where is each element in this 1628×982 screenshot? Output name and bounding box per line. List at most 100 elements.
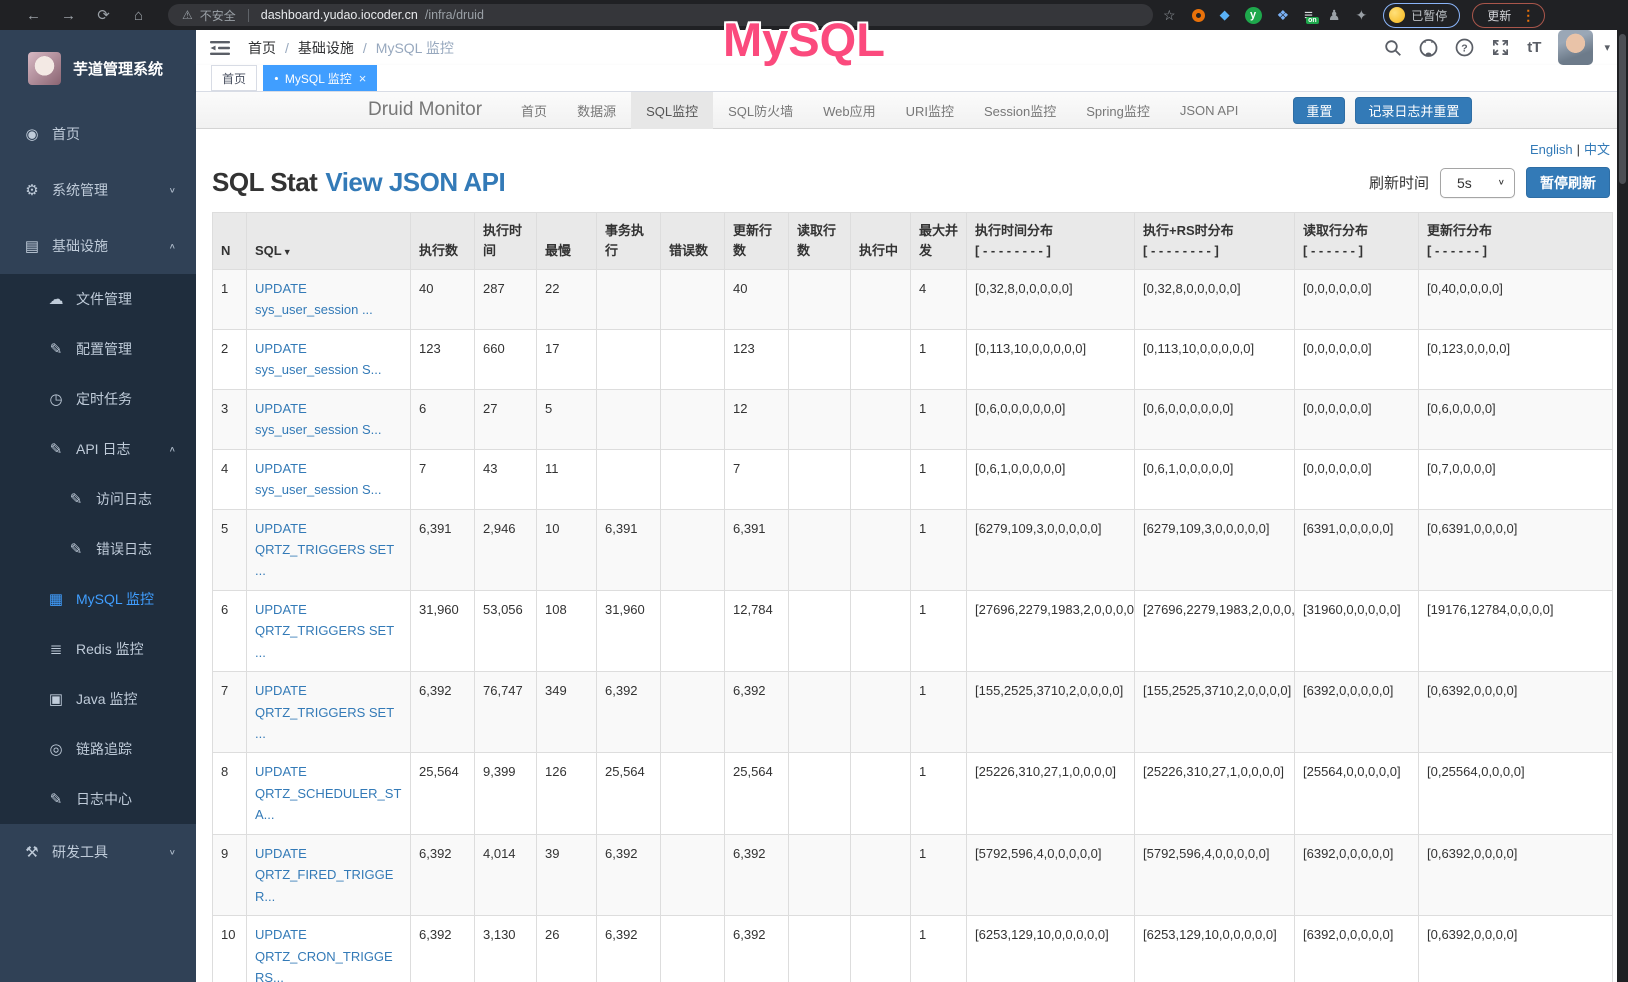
col-header-tx-exec[interactable]: 事务执行 (596, 212, 661, 270)
sidebar-item-redis[interactable]: ≣ Redis 监控 (0, 624, 196, 674)
github-icon[interactable] (1419, 38, 1438, 57)
font-size-icon[interactable]: tT (1527, 39, 1542, 56)
bookmark-star-icon[interactable]: ☆ (1163, 6, 1176, 23)
url-bar[interactable]: ⚠ 不安全 dashboard.yudao.iocoder.cn/infra/d… (168, 4, 1153, 26)
donut-extension-icon[interactable] (1191, 8, 1205, 22)
col-header-n[interactable]: N (212, 212, 247, 270)
tab-mysql-monitor[interactable]: ● MySQL 监控 × (263, 65, 378, 91)
sidebar-item-trace[interactable]: ◎ 链路追踪 (0, 724, 196, 774)
col-header-sql[interactable]: SQL▼ (246, 212, 411, 270)
sidebar-item-home[interactable]: ◉ 首页 (0, 106, 196, 162)
col-header-errors[interactable]: 错误数 (660, 212, 725, 270)
user-avatar[interactable] (1558, 30, 1594, 65)
sidebar-item-java[interactable]: ▣ Java 监控 (0, 674, 196, 724)
druid-brand[interactable]: Druid Monitor (368, 99, 483, 120)
sidebar-item-error-log[interactable]: ✎ 错误日志 (0, 524, 196, 574)
sidebar-item-config[interactable]: ✎ 配置管理 (0, 324, 196, 374)
sidebar-item-system[interactable]: ⚙ 系统管理 ∨ (0, 162, 196, 218)
druid-nav-item-datasource[interactable]: 数据源 (577, 103, 617, 119)
sidebar-item-files[interactable]: ☁ 文件管理 (0, 274, 196, 324)
sidebar-item-log-center[interactable]: ✎ 日志中心 (0, 774, 196, 824)
gray-extension-icon[interactable]: ♟ (1327, 6, 1341, 23)
table-row: 6 UPDATE QRTZ_TRIGGERS SET ... 31,960 53… (212, 589, 1613, 673)
sql-link[interactable]: UPDATE QRTZ_TRIGGERS SET ... (255, 601, 394, 660)
scrollbar-thumb[interactable] (1619, 34, 1626, 184)
sidebar-item-infra[interactable]: ▤ 基础设施 ∧ (0, 218, 196, 274)
col-header-exec-count[interactable]: 执行数 (410, 212, 475, 270)
app-logo-image (28, 51, 61, 85)
gem-extension-icon[interactable]: ◆ (1219, 7, 1230, 22)
page-header: 首页 / 基础设施 / MySQL 监控 ? tT (196, 30, 1628, 65)
view-json-api-link[interactable]: View JSON API (325, 167, 506, 197)
col-header-max-concurrent[interactable]: 最大并发 (910, 212, 967, 270)
fullscreen-icon[interactable] (1491, 38, 1510, 57)
breadcrumb-current: MySQL 监控 (375, 39, 454, 56)
sql-link[interactable]: UPDATE QRTZ_TRIGGERS SET ... (255, 520, 394, 579)
page-scrollbar[interactable] (1617, 0, 1628, 982)
log-and-reset-button[interactable]: 记录日志并重置 (1355, 96, 1473, 124)
edit-icon: ✎ (49, 341, 63, 358)
col-header-read-rows[interactable]: 读取行数 (788, 212, 851, 270)
col-header-update-rows[interactable]: 更新行数 (724, 212, 789, 270)
sql-link[interactable]: UPDATE QRTZ_CRON_TRIGGERS... (255, 927, 393, 982)
sql-link[interactable]: UPDATE sys_user_session S... (255, 340, 382, 378)
help-icon[interactable]: ? (1455, 38, 1474, 57)
sidebar-item-devtools[interactable]: ⚒ 研发工具 ∨ (0, 824, 196, 880)
druid-nav-item-spring[interactable]: Spring监控 (1086, 103, 1150, 119)
lang-english-link[interactable]: English (1529, 142, 1573, 157)
back-icon[interactable]: ← (26, 6, 41, 24)
user-menu-caret-icon[interactable]: ▾ (1604, 42, 1610, 54)
sidebar-item-access-log[interactable]: ✎ 访问日志 (0, 474, 196, 524)
sql-link[interactable]: UPDATE sys_user_session S... (255, 400, 382, 438)
col-header-running[interactable]: 执行中 (850, 212, 911, 270)
extensions-puzzle-icon[interactable]: ✦ (1355, 6, 1368, 23)
blocks-extension-icon[interactable]: ❖ (1276, 6, 1290, 23)
pause-refresh-button[interactable]: 暂停刷新 (1526, 167, 1610, 198)
collapse-sidebar-icon[interactable] (210, 39, 230, 57)
green-y-extension-icon[interactable]: y (1244, 6, 1262, 24)
browser-update-button[interactable]: 更新 ⋮ (1472, 2, 1546, 28)
refresh-interval-select[interactable]: 5s ∨ (1440, 167, 1515, 198)
browser-menu-icon[interactable]: ⋮ (1521, 6, 1536, 23)
druid-nav-item-wall[interactable]: SQL防火墙 (728, 103, 794, 119)
druid-nav-item-webapp[interactable]: Web应用 (823, 103, 876, 119)
druid-nav-item-uri[interactable]: URI监控 (905, 103, 954, 119)
reload-icon[interactable]: ⟳ (97, 7, 110, 24)
druid-nav-item-home[interactable]: 首页 (521, 103, 548, 119)
sql-link[interactable]: UPDATE sys_user_session S... (255, 460, 382, 498)
file-icon: ☁ (48, 291, 64, 308)
reset-button[interactable]: 重置 (1293, 96, 1346, 124)
paused-badge[interactable]: 已暂停 (1383, 2, 1461, 28)
page-title: SQL Stat (212, 167, 318, 197)
druid-nav-item-json-api[interactable]: JSON API (1179, 102, 1239, 118)
druid-nav-item-sql-stat[interactable]: SQL监控 (631, 91, 714, 129)
sidebar-item-api-log[interactable]: ✎ API 日志 ∧ (0, 424, 196, 474)
refresh-interval-label: 刷新时间 (1368, 175, 1429, 192)
col-header-exec-time[interactable]: 执行时间 (474, 212, 537, 270)
col-header-update-dist[interactable]: 更新行分布[ - - - - - - ] (1418, 212, 1613, 270)
col-header-exec-time-dist[interactable]: 执行时间分布[ - - - - - - - - ] (966, 212, 1135, 270)
tab-close-icon[interactable]: × (358, 70, 367, 86)
breadcrumb-infra[interactable]: 基础设施 (297, 39, 354, 56)
infra-icon: ▤ (24, 238, 40, 255)
list-extension-icon[interactable]: ≡ on (1304, 6, 1319, 24)
sql-link[interactable]: UPDATE QRTZ_FIRED_TRIGGER... (255, 845, 394, 904)
home-icon[interactable]: ⌂ (133, 6, 144, 24)
sidebar-item-jobs[interactable]: ◷ 定时任务 (0, 374, 196, 424)
sql-link[interactable]: UPDATE QRTZ_SCHEDULER_STA... (255, 764, 402, 823)
col-header-read-dist[interactable]: 读取行分布[ - - - - - - ] (1294, 212, 1419, 270)
search-icon[interactable] (1384, 39, 1402, 57)
sidebar-item-mysql[interactable]: ▦ MySQL 监控 (0, 574, 196, 624)
chevron-icon: ∧ (168, 241, 176, 251)
sql-link[interactable]: UPDATE sys_user_session ... (255, 281, 373, 318)
druid-nav-item-session[interactable]: Session监控 (984, 103, 1057, 119)
table-row: 8 UPDATE QRTZ_SCHEDULER_STA... 25,564 9,… (212, 752, 1613, 835)
app-logo[interactable]: 芋道管理系统 (0, 30, 196, 106)
col-header-slowest[interactable]: 最慢 (536, 212, 597, 270)
lang-chinese-link[interactable]: 中文 (1583, 142, 1610, 157)
forward-icon[interactable]: → (61, 6, 76, 24)
sql-link[interactable]: UPDATE QRTZ_TRIGGERS SET ... (255, 683, 394, 741)
breadcrumb-home[interactable]: 首页 (248, 39, 276, 56)
col-header-exec-rs-dist[interactable]: 执行+RS时分布[ - - - - - - - - ] (1134, 212, 1295, 270)
tab-home[interactable]: 首页 (211, 65, 258, 91)
